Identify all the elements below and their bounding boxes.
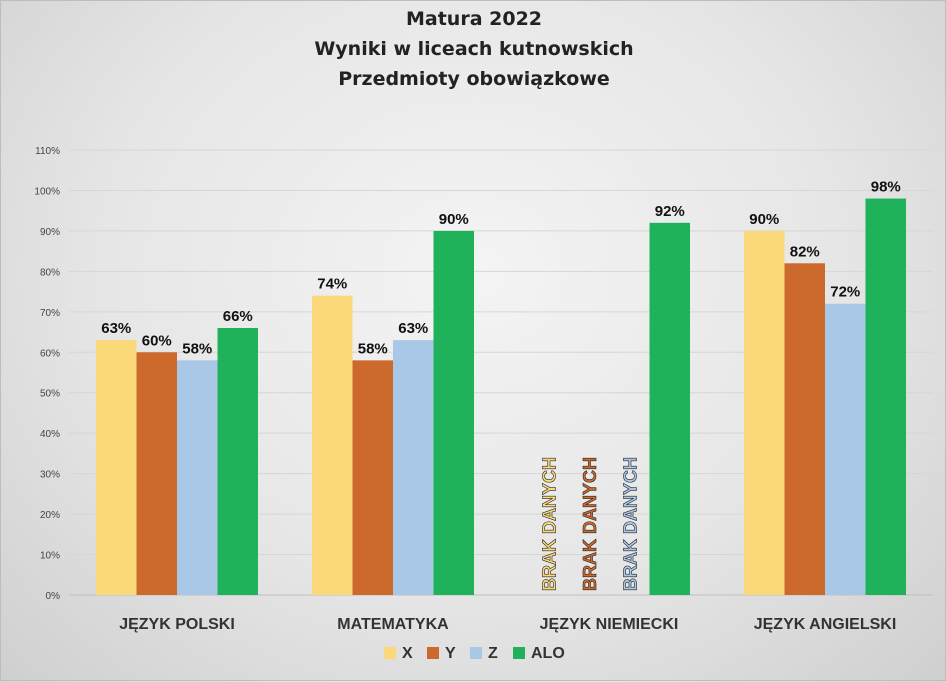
legend-label: X xyxy=(402,645,413,662)
data-label: 63% xyxy=(398,320,428,337)
x-category-label: JĘZYK ANGIELSKI xyxy=(754,616,897,633)
y-tick-label: 0% xyxy=(46,591,61,602)
data-label: 63% xyxy=(101,320,131,337)
y-tick-label: 50% xyxy=(40,389,60,400)
y-tick-label: 10% xyxy=(40,551,60,562)
x-category-label: MATEMATYKA xyxy=(337,616,449,633)
bar xyxy=(744,230,785,595)
y-tick-label: 30% xyxy=(40,470,60,481)
legend-swatch xyxy=(470,647,482,659)
y-tick-label: 110% xyxy=(35,146,60,157)
bar xyxy=(393,340,434,595)
data-label: 58% xyxy=(358,340,388,357)
y-tick-label: 70% xyxy=(40,308,60,319)
legend-swatch xyxy=(513,647,525,659)
chart-title-line-2: Wyniki w liceach kutnowskich xyxy=(314,38,634,60)
legend-label: Z xyxy=(488,645,498,662)
bar xyxy=(217,328,258,595)
bar xyxy=(825,303,866,595)
y-tick-label: 40% xyxy=(40,429,60,440)
chart-title-line-3: Przedmioty obowiązkowe xyxy=(338,68,610,90)
data-label: 72% xyxy=(830,284,860,301)
data-label: 92% xyxy=(655,203,685,220)
x-category-label: JĘZYK POLSKI xyxy=(119,616,235,633)
bar xyxy=(177,360,218,595)
y-tick-label: 100% xyxy=(34,186,60,197)
data-label: 66% xyxy=(223,308,253,325)
legend-label: Y xyxy=(445,645,456,662)
bar xyxy=(312,295,353,595)
bar xyxy=(352,360,393,595)
data-label: 60% xyxy=(142,332,172,349)
missing-data-label: BRAK DANYCH xyxy=(620,457,640,591)
bar xyxy=(649,222,690,595)
y-tick-label: 60% xyxy=(40,348,60,359)
data-label: 58% xyxy=(182,340,212,357)
y-tick-label: 80% xyxy=(40,267,60,278)
data-label: 90% xyxy=(749,211,779,228)
chart-title-line-1: Matura 2022 xyxy=(405,8,543,30)
y-tick-label: 20% xyxy=(40,510,60,521)
bar xyxy=(784,263,825,595)
data-label: 74% xyxy=(317,276,347,293)
bar xyxy=(865,198,906,595)
bar xyxy=(433,230,474,595)
legend-label: ALO xyxy=(531,645,565,662)
y-tick-label: 90% xyxy=(40,227,60,238)
bar xyxy=(96,340,137,595)
legend-swatch xyxy=(384,647,396,659)
data-label: 82% xyxy=(790,243,820,260)
x-category-label: JĘZYK NIEMIECKI xyxy=(540,616,679,633)
missing-data-label: BRAK DANYCH xyxy=(580,457,600,591)
data-label: 90% xyxy=(439,211,469,228)
bar xyxy=(136,352,177,595)
data-label: 98% xyxy=(871,179,901,196)
legend-swatch xyxy=(427,647,439,659)
missing-data-label: BRAK DANYCH xyxy=(539,457,559,591)
